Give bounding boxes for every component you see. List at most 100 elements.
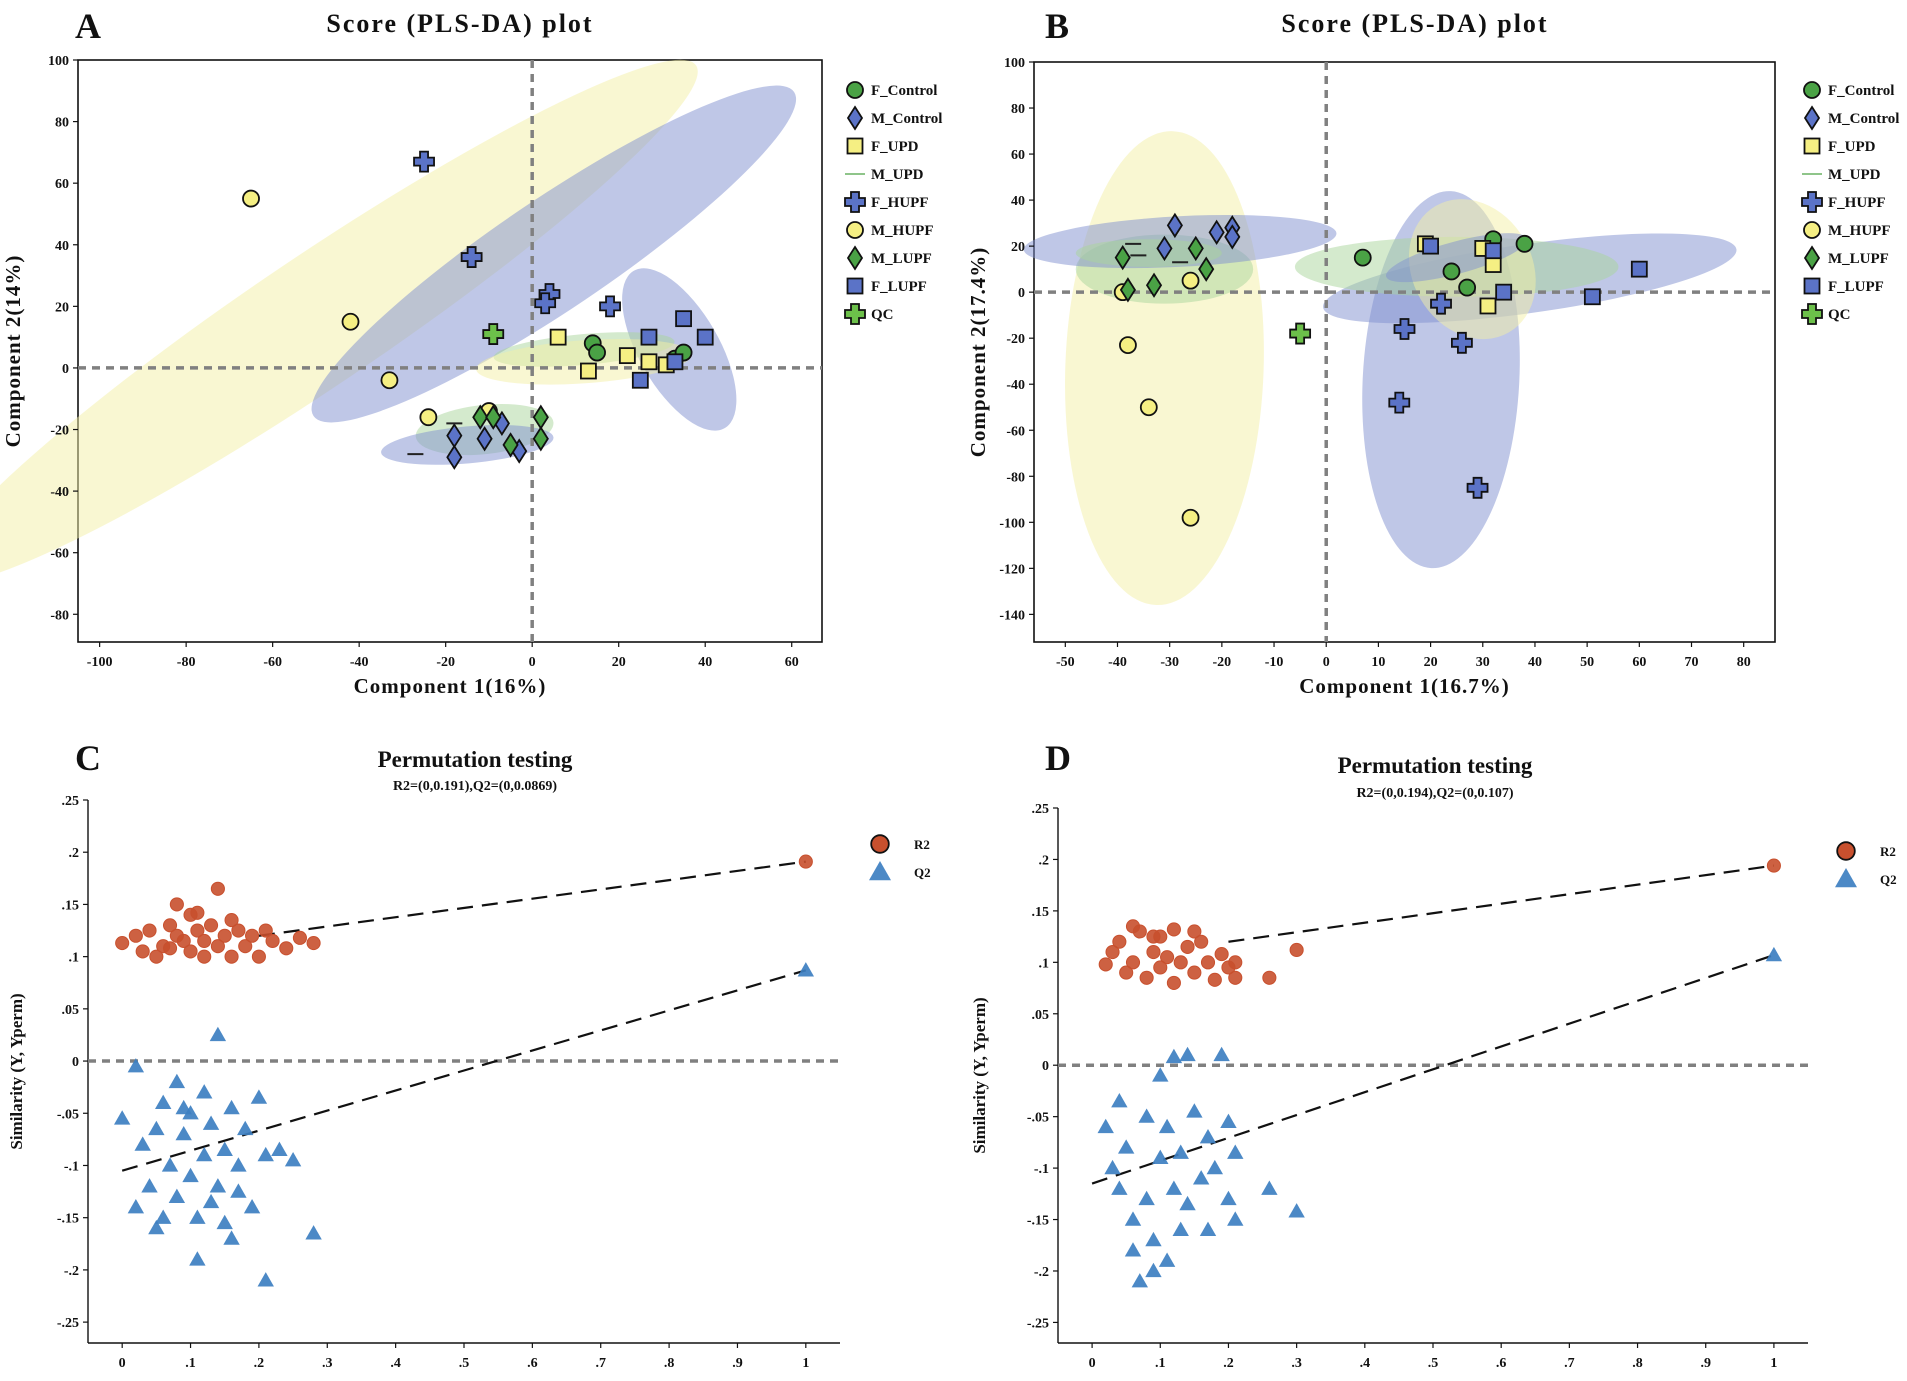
x-tick-label: .4 (390, 1356, 401, 1371)
x-tick-label: .9 (732, 1356, 743, 1371)
data-point (1181, 271, 1200, 290)
data-point (258, 923, 273, 938)
data-point (1484, 242, 1502, 260)
data-point (257, 1272, 274, 1287)
y-tick-label: -140 (999, 608, 1025, 623)
y-tick-label: 20 (1011, 240, 1025, 255)
y-tick-label: 40 (1011, 194, 1025, 209)
panel-a: A Score (PLS-DA) plot -100 -80 -60 -40 -20 0 20 4… (0, 6, 942, 698)
legend-swatch (846, 137, 864, 155)
data-point (1220, 1190, 1237, 1206)
series-q2 (1097, 946, 1783, 1288)
data-point (1458, 278, 1477, 297)
data-point (1180, 939, 1195, 954)
data-point (1495, 283, 1513, 301)
data-point (1156, 235, 1173, 262)
data-point (618, 347, 636, 365)
x-tick-label: .8 (1632, 1356, 1643, 1371)
series-m-control (1156, 212, 1241, 262)
legend-swatch (869, 861, 891, 881)
data-point (1111, 1093, 1128, 1108)
data-point (1124, 1242, 1142, 1257)
y-tick-label: -.1 (1034, 1162, 1049, 1177)
legend-label: Q2 (1880, 872, 1897, 887)
regression-line-r2 (1228, 864, 1775, 943)
series-r2 (115, 854, 813, 964)
data-point (1131, 1273, 1149, 1288)
x-tick-label: .5 (1428, 1356, 1439, 1371)
data-point (1199, 1129, 1217, 1144)
y-tick-label: -.2 (64, 1264, 79, 1279)
x-tick-label: 50 (1580, 655, 1594, 670)
data-point (696, 328, 714, 346)
panel-d: D Permutation testing R2=(0,0.194),Q2=(0,0… (970, 738, 1897, 1371)
x-tick-label: 70 (1685, 655, 1699, 670)
data-point (1138, 1108, 1155, 1123)
legend-swatch (1803, 137, 1821, 155)
data-point (640, 328, 658, 346)
data-point (250, 1089, 268, 1104)
data-point (1172, 1221, 1189, 1236)
series-f-hupf (1388, 292, 1489, 499)
x-tick-label: 0 (1323, 655, 1330, 670)
y-tick-label: -20 (1006, 332, 1025, 347)
series-f-hupf (413, 150, 621, 318)
data-point (1393, 318, 1416, 340)
data-point (1228, 955, 1243, 970)
data-point (1158, 1118, 1176, 1134)
data-point (1097, 1118, 1114, 1134)
data-point (485, 404, 502, 430)
data-point (1104, 1159, 1121, 1175)
data-point (168, 1073, 186, 1089)
x-tick-label: .4 (1360, 1356, 1371, 1371)
legend-swatch (1801, 191, 1823, 213)
data-point (1166, 922, 1181, 937)
legend-label: F_LUPF (1828, 279, 1884, 295)
data-point (797, 962, 815, 977)
series-qc (1289, 322, 1312, 345)
data-point (243, 1199, 261, 1214)
x-tick-label: 30 (1476, 655, 1490, 670)
data-point (1179, 1195, 1196, 1211)
data-point (148, 1219, 165, 1235)
y-tick-label: -.2 (1034, 1265, 1049, 1280)
y-tick-label: .05 (1032, 1008, 1050, 1023)
x-tick-label: 60 (785, 655, 799, 670)
data-point (1430, 292, 1452, 315)
x-tick-label: .5 (459, 1356, 470, 1371)
x-tick-label: 1 (802, 1356, 809, 1371)
legend-label: M_Control (871, 111, 942, 127)
data-point (230, 1183, 247, 1198)
y-tick-label: .2 (69, 846, 80, 861)
data-point (203, 918, 219, 933)
plot-frame (1033, 61, 1776, 643)
data-point (446, 444, 463, 470)
data-point (141, 1178, 158, 1193)
data-point (413, 150, 435, 173)
data-point (460, 246, 483, 268)
y-tick-label: 80 (1011, 102, 1025, 117)
x-tick-label: .3 (322, 1356, 333, 1371)
data-point (1228, 970, 1243, 985)
data-point (1166, 212, 1183, 239)
chart-title: Permutation testing (378, 747, 573, 772)
regression-line-r2 (258, 860, 806, 937)
data-point (1213, 1046, 1230, 1062)
data-point (1152, 1149, 1169, 1164)
data-point (1111, 1180, 1128, 1195)
legend-swatch (846, 81, 864, 99)
y-tick-label: 0 (72, 1055, 79, 1070)
data-point (1442, 262, 1461, 281)
data-point (155, 1094, 172, 1109)
legend-swatch (1803, 277, 1821, 295)
data-point (224, 913, 239, 928)
legend-label: Q2 (914, 865, 931, 880)
data-point (306, 935, 321, 951)
data-point (1166, 975, 1181, 990)
chart-title: Permutation testing (1338, 753, 1533, 778)
data-point (1227, 1211, 1244, 1226)
x-tick-label: 40 (1528, 655, 1542, 670)
x-tick-label: -80 (177, 655, 196, 670)
legend-swatch (846, 245, 864, 271)
data-point (1187, 965, 1202, 980)
